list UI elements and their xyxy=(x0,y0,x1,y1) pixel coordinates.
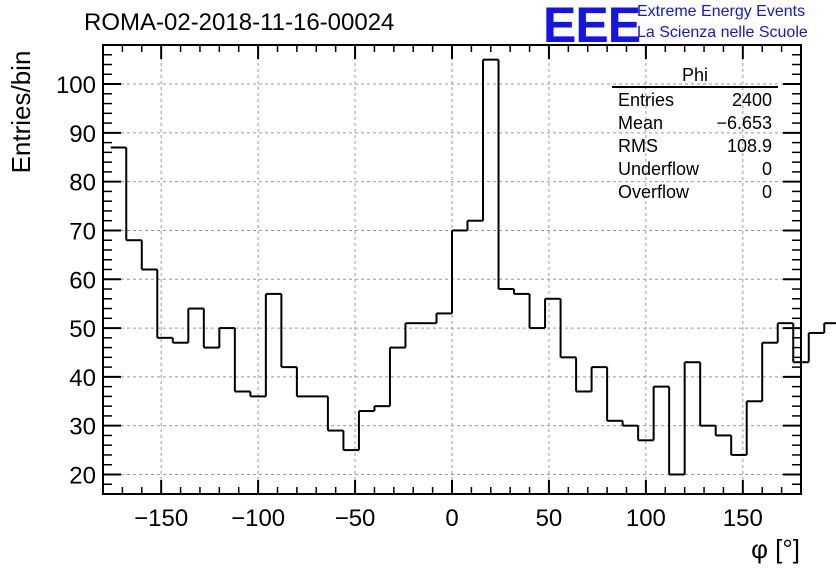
x-tick-label: −150 xyxy=(134,505,188,532)
x-tick-label: −100 xyxy=(231,505,285,532)
axis-ticks xyxy=(102,45,802,494)
y-tick-label: 20 xyxy=(69,462,96,489)
y-tick-label: 40 xyxy=(69,365,96,392)
y-tick-label: 90 xyxy=(69,121,96,148)
stats-value: 0 xyxy=(761,159,772,179)
stats-value: 108.9 xyxy=(726,136,772,156)
stats-label: Mean xyxy=(618,113,664,133)
stats-label: Overflow xyxy=(618,182,690,202)
stats-row-rms: RMS 108.9 xyxy=(612,135,778,158)
stats-box-title: Phi xyxy=(612,64,778,88)
y-tick-label: 30 xyxy=(69,414,96,441)
x-tick-label: 150 xyxy=(723,505,763,532)
stats-row-mean: Mean −6.653 xyxy=(612,112,778,135)
stats-label: Entries xyxy=(618,90,675,110)
stats-value: −6.653 xyxy=(716,113,772,133)
y-tick-label: 50 xyxy=(69,316,96,343)
stats-row-underflow: Underflow 0 xyxy=(612,158,778,181)
y-tick-label: 100 xyxy=(56,72,96,99)
stats-row-overflow: Overflow 0 xyxy=(612,181,778,204)
brand-line-1: Extreme Energy Events xyxy=(637,3,806,20)
stats-value: 2400 xyxy=(731,90,772,110)
x-tick-label: 50 xyxy=(536,505,563,532)
y-axis-label: Entries/bin xyxy=(6,51,36,174)
x-tick-label: −50 xyxy=(335,505,376,532)
histogram-bars xyxy=(110,58,836,476)
grid-lines xyxy=(103,45,801,494)
x-tick-label: 0 xyxy=(445,505,458,532)
stats-label: RMS xyxy=(618,136,658,156)
brand-line-2: La Scienza nelle Scuole xyxy=(637,24,808,41)
stats-row-entries: Entries 2400 xyxy=(612,89,778,112)
tick-labels: −150 −100 −50 0 50 100 150 20 30 40 50 60 70 80 90 100 xyxy=(56,72,763,532)
stats-label: Underflow xyxy=(618,159,700,179)
chart-title: ROMA-02-2018-11-16-00024 xyxy=(84,9,395,36)
stats-box: Phi Entries 2400 Mean −6.653 RMS 108.9 U… xyxy=(612,64,778,204)
x-axis-label: φ [°] xyxy=(751,534,800,564)
y-tick-label: 70 xyxy=(69,218,96,245)
x-tick-label: 100 xyxy=(626,505,666,532)
y-tick-label: 80 xyxy=(69,170,96,197)
stats-value: 0 xyxy=(761,182,772,202)
y-tick-label: 60 xyxy=(69,267,96,294)
